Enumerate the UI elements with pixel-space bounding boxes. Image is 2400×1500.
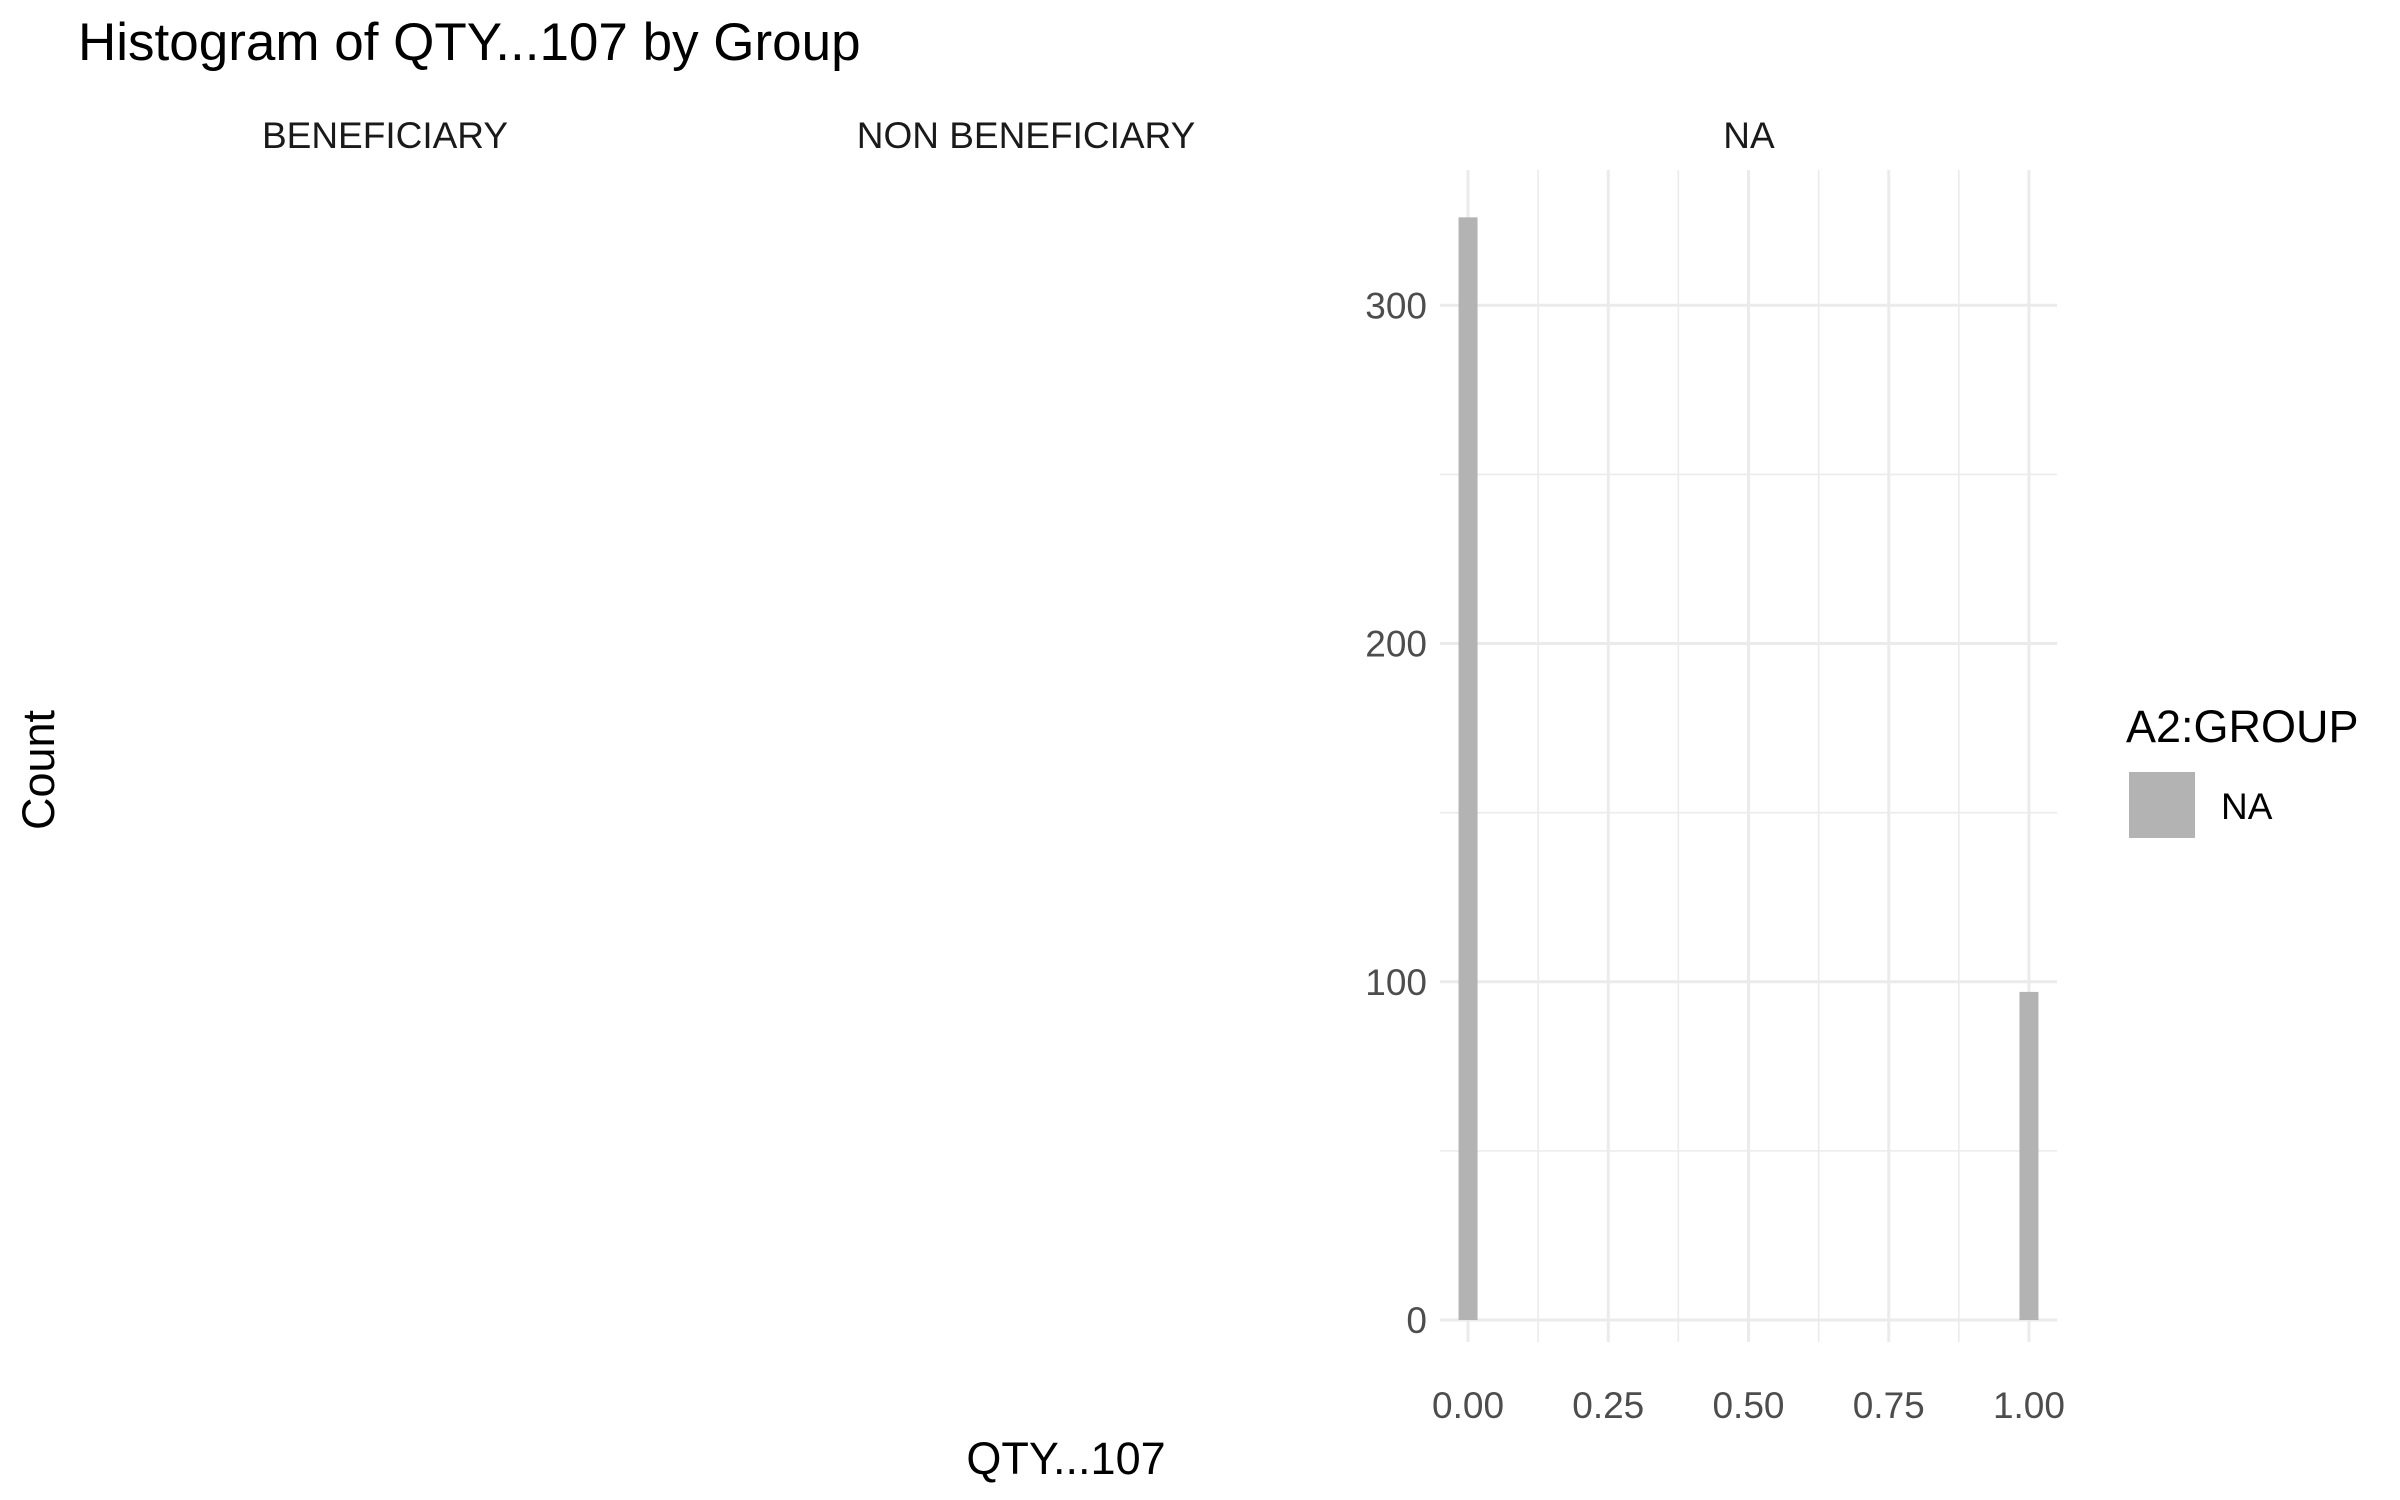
legend-key-swatch <box>2129 772 2195 838</box>
histogram-bar <box>2019 991 2039 1320</box>
facet-strip-label-na: NA <box>1723 115 1775 156</box>
facet-strip-label-non-beneficiary: NON BENEFICIARY <box>857 115 1196 156</box>
x-tick-label: 0.50 <box>1712 1385 1784 1426</box>
y-tick-label: 300 <box>1365 285 1427 326</box>
x-axis-title: QTY...107 <box>966 1433 1165 1484</box>
x-axis-ticks: 0.00 0.25 0.50 0.75 1.00 <box>1432 1385 2065 1426</box>
y-tick-label: 0 <box>1406 1300 1427 1341</box>
chart-title: Histogram of QTY...107 by Group <box>78 13 861 72</box>
y-tick-label: 200 <box>1365 624 1427 665</box>
y-axis-ticks: 0 100 200 300 <box>1365 285 1427 1341</box>
histogram-bars <box>1458 217 2039 1321</box>
facet-strip-label-beneficiary: BENEFICIARY <box>262 115 508 156</box>
histogram-bar <box>1458 217 1478 1321</box>
x-tick-label: 1.00 <box>1993 1385 2065 1426</box>
x-tick-label: 0.00 <box>1432 1385 1504 1426</box>
legend-title: A2:GROUP <box>2126 701 2359 752</box>
legend-entry-label: NA <box>2221 786 2273 827</box>
plot-grid <box>1440 170 2057 1342</box>
y-axis-title: Count <box>13 709 64 830</box>
x-tick-label: 0.25 <box>1572 1385 1644 1426</box>
y-tick-label: 100 <box>1365 962 1427 1003</box>
x-tick-label: 0.75 <box>1853 1385 1925 1426</box>
legend: A2:GROUP NA <box>2126 701 2359 838</box>
